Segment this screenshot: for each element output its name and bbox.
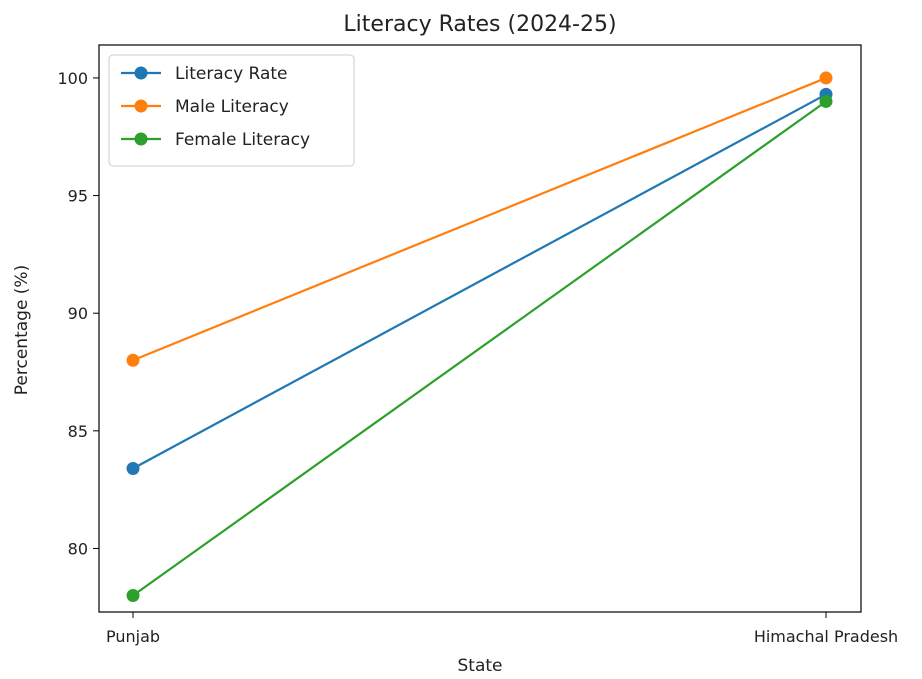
- y-tick-label: 85: [68, 422, 88, 441]
- legend: Literacy Rate Male Literacy Female Literac…: [108, 54, 355, 167]
- legend-marker: [134, 99, 148, 113]
- data-point: [126, 461, 140, 475]
- legend-label: Male Literacy: [175, 97, 289, 117]
- plot-area: 80 85 90 95 100 Punjab Himachal Pradesh: [57, 44, 898, 646]
- data-point: [819, 94, 833, 108]
- y-tick-label: 80: [68, 539, 88, 558]
- data-point: [126, 589, 140, 603]
- y-tick-label: 95: [68, 187, 88, 206]
- x-tick-label: Punjab: [106, 627, 160, 646]
- x-tick-label: Himachal Pradesh: [754, 627, 898, 646]
- series-line: [132, 76, 827, 362]
- legend-label: Literacy Rate: [175, 64, 288, 84]
- x-axis-title: State: [458, 656, 503, 676]
- y-tick-label: 90: [68, 304, 88, 323]
- data-point: [819, 71, 833, 85]
- legend-marker: [134, 66, 148, 80]
- legend-marker: [134, 132, 148, 146]
- plot-frame: [98, 44, 862, 613]
- legend-label: Female Literacy: [175, 130, 310, 150]
- legend-box: [108, 54, 355, 167]
- series-line: [132, 100, 827, 597]
- chart-title: Literacy Rates (2024-25): [343, 12, 616, 37]
- y-axis-title: Percentage (%): [12, 265, 32, 395]
- series-line: [132, 93, 827, 470]
- data-point: [126, 353, 140, 367]
- y-tick-label: 100: [57, 69, 88, 88]
